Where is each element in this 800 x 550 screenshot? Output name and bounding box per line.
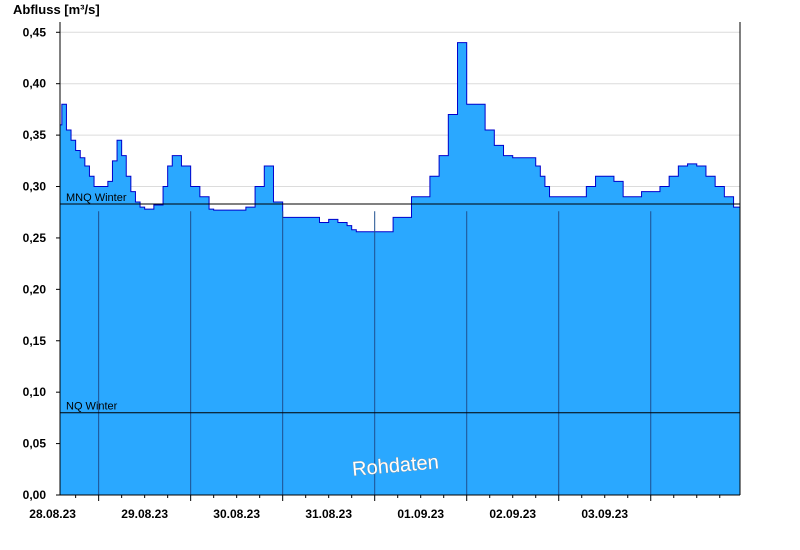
reference-line-label: MNQ Winter: [66, 192, 127, 204]
x-tick-label: 31.08.23: [305, 507, 352, 521]
x-axis-ticks: 28.08.23 29.08.23 30.08.23 31.08.23 01.09.23…: [29, 495, 721, 521]
axes: [59, 22, 741, 496]
y-tick-label: 0,25: [23, 231, 47, 245]
reference-lines: MNQ Winter NQ Winter: [60, 192, 740, 414]
y-tick-label: 0,40: [23, 77, 47, 91]
y-axis-ticks: 0,00 0,05 0,10 0,15 0,20 0,25 0,30 0,35 0,40 0,45: [23, 25, 60, 502]
reference-line-label: NQ Winter: [66, 401, 118, 413]
discharge-line: [60, 42, 741, 233]
y-tick-label: 0,10: [23, 385, 47, 399]
y-tick-label: 0,15: [23, 334, 47, 348]
x-tick-label: 28.08.23: [29, 507, 76, 521]
x-tick-label: 01.09.23: [397, 507, 444, 521]
y-axis-title: Abfluss [m³/s]: [13, 2, 100, 17]
discharge-area: [60, 42, 740, 495]
y-tick-label: 0,00: [23, 488, 47, 502]
y-tick-label: 0,05: [23, 437, 47, 451]
y-tick-label: 0,30: [23, 180, 47, 194]
y-tick-label: 0,20: [23, 282, 47, 296]
day-separator-lines: [98, 211, 652, 495]
x-tick-label: 03.09.23: [581, 507, 628, 521]
y-tick-label: 0,35: [23, 128, 47, 142]
y-tick-label: 0,45: [23, 25, 47, 39]
x-tick-label: 30.08.23: [213, 507, 260, 521]
x-tick-label: 29.08.23: [121, 507, 168, 521]
x-tick-label: 02.09.23: [489, 507, 536, 521]
